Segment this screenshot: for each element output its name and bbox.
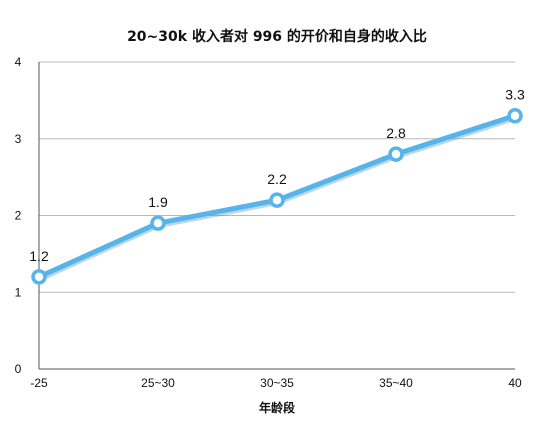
y-tick-label: 4 bbox=[15, 55, 22, 69]
y-tick-label: 3 bbox=[15, 132, 22, 146]
label-layer: 1.2 1.9 2.2 2.8 3.3 bbox=[29, 87, 525, 264]
data-point-marker bbox=[150, 215, 166, 231]
y-tick-label: 1 bbox=[15, 285, 22, 299]
x-tick-label: 30~35 bbox=[260, 376, 294, 390]
x-axis-label: 年龄段 bbox=[259, 400, 296, 415]
grid-layer bbox=[39, 61, 515, 293]
data-label: 1.2 bbox=[29, 248, 49, 264]
data-label: 2.2 bbox=[267, 171, 287, 187]
x-tick-label: 35~40 bbox=[379, 376, 413, 390]
axis-layer: 0 1 2 3 4 -25 25~30 30~35 35~40 40 bbox=[15, 55, 522, 390]
data-point-marker bbox=[269, 192, 285, 208]
y-tick-label: 2 bbox=[15, 209, 22, 223]
data-label: 1.9 bbox=[148, 194, 168, 210]
chart-title: 20~30k 收入者对 996 的开价和自身的收入比 bbox=[127, 28, 427, 45]
data-point-marker bbox=[507, 107, 523, 124]
y-tick-label: 0 bbox=[15, 362, 22, 376]
series-layer bbox=[31, 107, 523, 285]
x-tick-label: 40 bbox=[508, 376, 522, 390]
x-tick-label: -25 bbox=[30, 376, 48, 390]
x-tick-label: 25~30 bbox=[141, 376, 175, 390]
data-point-marker bbox=[31, 269, 47, 285]
data-label: 2.8 bbox=[386, 125, 406, 141]
data-label: 3.3 bbox=[505, 87, 525, 103]
data-point-marker bbox=[388, 146, 404, 162]
